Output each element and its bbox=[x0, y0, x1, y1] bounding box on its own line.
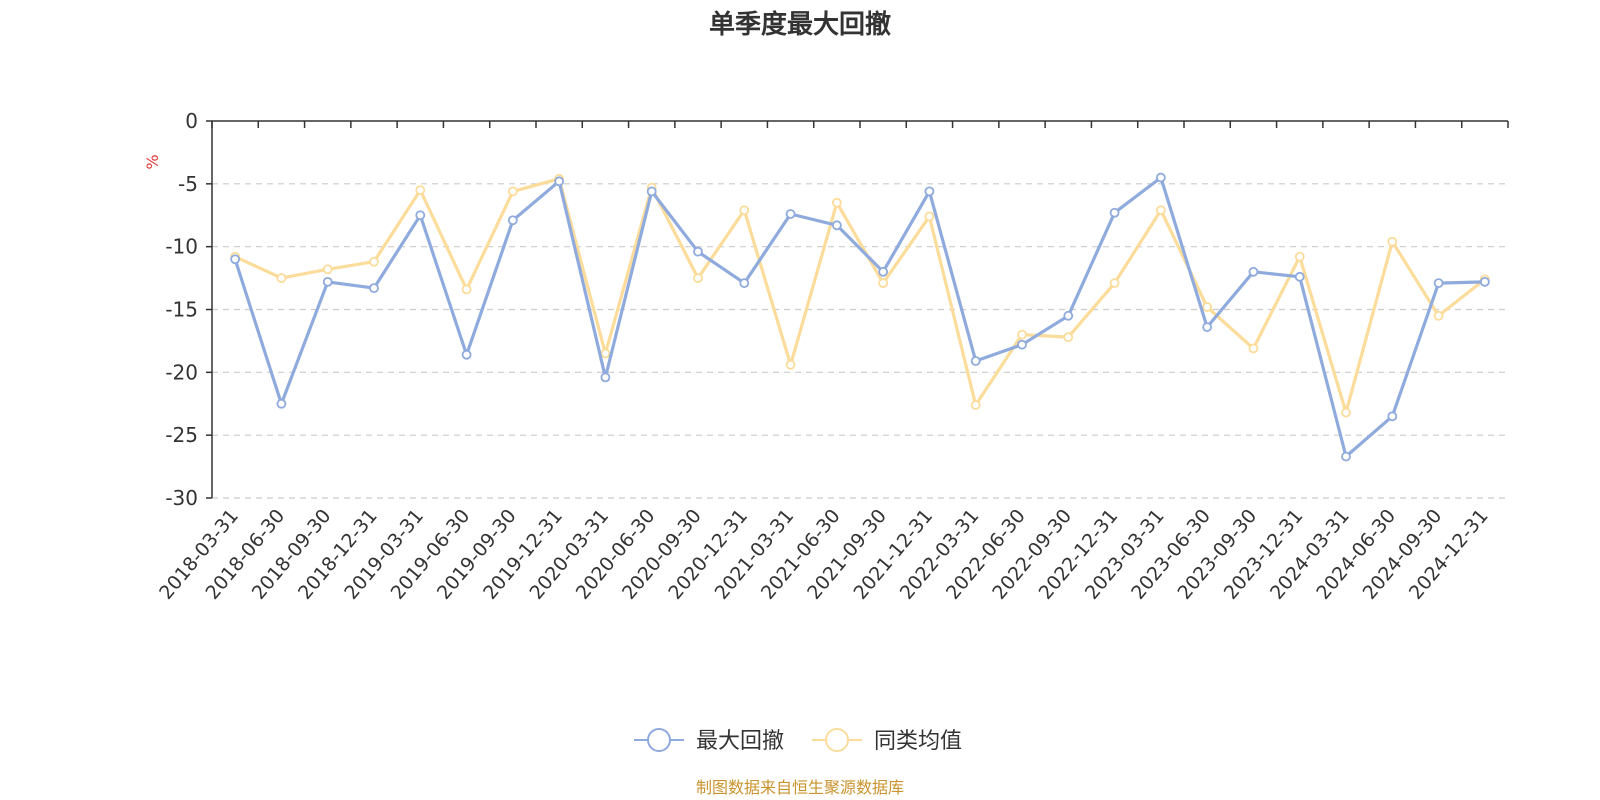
data-point[interactable] bbox=[1155, 172, 1166, 183]
data-point[interactable] bbox=[831, 220, 842, 231]
data-point[interactable] bbox=[322, 264, 333, 275]
data-point[interactable] bbox=[785, 209, 796, 219]
series-layer bbox=[230, 172, 1490, 462]
data-point[interactable] bbox=[646, 186, 657, 197]
data-point[interactable] bbox=[739, 205, 750, 216]
data-point[interactable] bbox=[1433, 278, 1444, 289]
data-point[interactable] bbox=[276, 273, 287, 283]
data-point[interactable] bbox=[554, 176, 565, 187]
data-point[interactable] bbox=[924, 186, 935, 197]
y-tick-label: 0 bbox=[185, 109, 198, 133]
data-point[interactable] bbox=[970, 400, 981, 410]
series-line bbox=[233, 176, 1485, 459]
legend-label: 同类均值 bbox=[874, 729, 962, 754]
data-point[interactable] bbox=[924, 211, 935, 222]
data-point[interactable] bbox=[831, 197, 842, 208]
data-point[interactable] bbox=[1341, 407, 1351, 418]
legend-item[interactable]: 同类均值 bbox=[812, 728, 962, 754]
data-point[interactable] bbox=[1248, 343, 1259, 354]
series-line bbox=[234, 177, 1486, 415]
y-tick-label: -30 bbox=[165, 486, 198, 510]
data-point[interactable] bbox=[1017, 339, 1027, 350]
data-point[interactable] bbox=[461, 284, 472, 295]
data-point[interactable] bbox=[1248, 266, 1259, 277]
data-point[interactable] bbox=[785, 359, 796, 370]
data-point[interactable] bbox=[878, 266, 889, 277]
data-point[interactable] bbox=[1155, 205, 1166, 216]
data-point[interactable] bbox=[507, 215, 518, 226]
data-point[interactable] bbox=[1387, 236, 1398, 247]
legend-item[interactable]: 最大回撤 bbox=[634, 728, 784, 754]
data-point[interactable] bbox=[1294, 251, 1305, 262]
y-axis-unit: % bbox=[143, 154, 162, 169]
legend-marker bbox=[825, 728, 849, 752]
data-point[interactable] bbox=[461, 349, 472, 360]
legend[interactable]: 最大回撤 同类均值 bbox=[634, 728, 962, 754]
data-point[interactable] bbox=[1109, 278, 1120, 289]
data-point[interactable] bbox=[1202, 322, 1213, 332]
grid-lines bbox=[212, 183, 1508, 499]
data-point[interactable] bbox=[1109, 207, 1120, 218]
data-point[interactable] bbox=[369, 256, 379, 267]
legend-label: 最大回撤 bbox=[696, 729, 784, 754]
data-point[interactable] bbox=[1479, 276, 1490, 287]
data-point[interactable] bbox=[739, 278, 750, 289]
data-point[interactable] bbox=[230, 254, 241, 265]
data-point[interactable] bbox=[1017, 329, 1027, 340]
data-point[interactable] bbox=[1433, 310, 1444, 321]
data-point[interactable] bbox=[276, 398, 287, 409]
data-point[interactable] bbox=[322, 276, 333, 287]
y-tick-label: -5 bbox=[178, 172, 198, 196]
data-point[interactable] bbox=[507, 186, 518, 197]
data-point[interactable] bbox=[693, 246, 703, 257]
data-point[interactable] bbox=[1202, 302, 1213, 312]
data-point[interactable] bbox=[600, 372, 611, 383]
data-point[interactable] bbox=[1063, 310, 1074, 321]
data-source-note: 制图数据来自恒生聚源数据库 bbox=[696, 778, 904, 797]
data-point[interactable] bbox=[1387, 411, 1398, 422]
x-axis: 2018-03-312018-06-302018-09-302018-12-31… bbox=[155, 120, 1509, 604]
data-point[interactable] bbox=[415, 185, 426, 196]
data-point[interactable] bbox=[1294, 271, 1305, 282]
data-point[interactable] bbox=[600, 348, 611, 359]
data-point[interactable] bbox=[1063, 332, 1074, 343]
y-tick-label: -10 bbox=[165, 235, 198, 259]
legend-marker bbox=[647, 728, 671, 752]
data-point[interactable] bbox=[1341, 451, 1351, 462]
data-point[interactable] bbox=[970, 356, 981, 366]
data-point[interactable] bbox=[369, 283, 379, 294]
y-axis: 0 -5 -10 -15 -20 -25 -30 bbox=[165, 109, 213, 510]
chart-title: 单季度最大回撤 bbox=[709, 9, 891, 40]
data-point[interactable] bbox=[878, 278, 889, 289]
y-tick-label: -25 bbox=[165, 423, 198, 447]
y-tick-label: -20 bbox=[165, 360, 198, 384]
y-tick-label: -15 bbox=[165, 298, 198, 322]
data-point[interactable] bbox=[415, 210, 426, 221]
data-point[interactable] bbox=[693, 273, 703, 283]
